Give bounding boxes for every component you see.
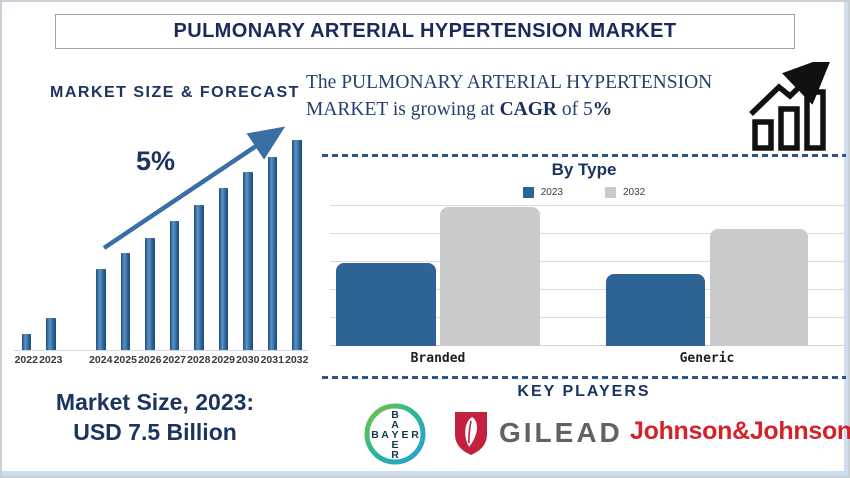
gridline [330,261,846,262]
gridline [330,289,846,290]
svg-text:B: B [371,429,379,441]
bar-branded-2032 [440,207,540,346]
by-type-legend: 2023 2032 [322,187,846,198]
growth-chart-icon [749,62,833,151]
forecast-bar-2029 [218,188,228,350]
forecast-year-label: 2029 [211,354,235,366]
market-size-line2: USD 7.5 Billion [73,418,237,445]
forecast-bar-2023 [46,318,56,350]
forecast-baseline [14,350,308,351]
market-size-callout: Market Size, 2023: USD 7.5 Billion [10,388,300,448]
bar-generic-2023 [606,274,705,346]
forecast-year-label: 2027 [162,354,186,366]
forecast-bar-2026 [145,238,155,350]
forecast-bar-2027 [169,221,179,350]
forecast-year-label: 2028 [187,354,211,366]
forecast-year-label: 2023 [39,354,63,366]
svg-text:Y: Y [391,429,398,441]
by-type-title: By Type [551,160,617,179]
svg-text:E: E [401,429,408,441]
by-type-baseline [330,345,846,346]
cagr-annotation: 5% [136,146,176,176]
page-title: PULMONARY ARTERIAL HYPERTENSION MARKET [173,20,677,42]
forecast-heading: MARKET SIZE & FORECAST [50,84,300,101]
forecast-year-label: 2022 [14,354,38,366]
svg-text:A: A [391,419,399,431]
svg-text:B: B [391,409,399,421]
divider-bottom [322,376,846,379]
market-size-line1: Market Size, 2023: [55,389,255,415]
key-players-title: KEY PLAYERS [517,383,651,400]
legend-item-2032: 2032 [605,187,645,198]
forecast-bar-2025 [120,253,130,350]
gridline [330,317,846,318]
title-box: PULMONARY ARTERIAL HYPERTENSION MARKET [55,14,795,49]
bar-generic-2032 [710,229,808,346]
bar-branded-2023 [336,263,436,346]
category-label-branded: Branded [410,351,466,366]
legend-item-2023: 2023 [522,187,563,198]
forecast-bar-2030 [243,172,253,350]
forecast-year-label: 2031 [260,354,284,366]
legend-label-2023: 2023 [540,187,563,198]
svg-text:E: E [391,439,398,451]
statement-cagr: CAGR [499,98,557,120]
forecast-year-label: 2032 [285,354,309,366]
statement-percent: % [592,98,613,120]
svg-text:R: R [391,449,399,461]
gridline [330,205,846,206]
gridline [330,233,846,234]
forecast-bar-2022 [21,334,31,350]
forecast-year-label: 2024 [89,354,113,366]
johnson-and-johnson-logo: Johnson&Johnson [630,417,850,445]
divider-top [322,154,846,157]
forecast-bar-2031 [267,157,277,350]
by-type-chart [330,205,846,346]
forecast-bar-2024 [96,269,106,350]
trend-arrow-icon [102,126,286,250]
legend-swatch-2023 [522,187,534,198]
forecast-year-label: 2025 [113,354,137,366]
statement-text-2: of 5 [556,98,593,120]
gilead-logo: GILEAD [453,410,623,456]
gilead-wordmark: GILEAD [499,417,623,448]
forecast-bar-2028 [194,205,204,350]
forecast-chart: 2022 2023 2024 2025 2026 2027 2028 2029 2030 2031… [14,130,310,366]
forecast-year-label: 2030 [236,354,260,366]
growth-statement: The PULMONARY ARTERIAL HYPERTENSION MARK… [306,70,746,124]
gilead-shield-icon [455,412,487,455]
statement-text: The PULMONARY ARTERIAL HYPERTENSION MARK… [306,72,713,120]
category-label-generic: Generic [679,351,735,366]
forecast-bar-2032 [292,140,302,350]
forecast-year-label: 2026 [138,354,162,366]
legend-swatch-2032 [605,187,616,198]
svg-text:A: A [381,429,389,441]
legend-label-2032: 2032 [623,187,646,198]
svg-text:R: R [411,429,419,441]
